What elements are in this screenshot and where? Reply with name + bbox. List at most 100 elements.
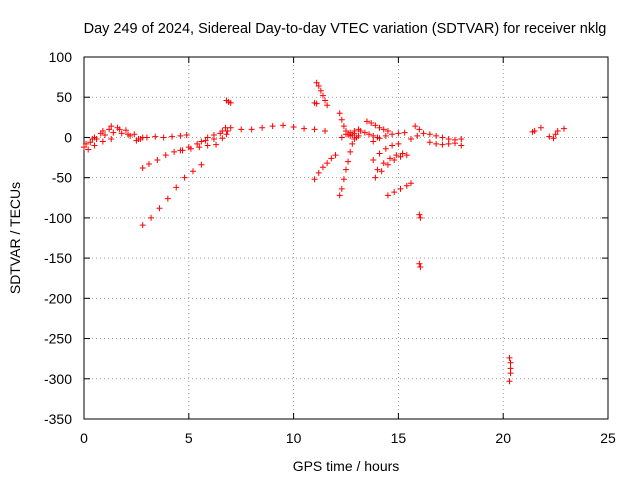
data-point xyxy=(395,140,402,147)
data-point xyxy=(363,118,370,125)
data-point xyxy=(389,142,396,149)
data-point xyxy=(507,370,514,377)
data-point xyxy=(507,359,514,366)
data-point xyxy=(313,79,320,86)
chart-title: Day 249 of 2024, Sidereal Day-to-day VTE… xyxy=(84,21,607,37)
data-point xyxy=(407,136,414,143)
data-point xyxy=(374,166,381,173)
data-point xyxy=(189,168,196,175)
data-point xyxy=(139,165,146,172)
data-point xyxy=(537,124,544,131)
data-point xyxy=(370,132,377,139)
x-tick-label: 10 xyxy=(286,430,302,446)
data-point xyxy=(506,378,513,385)
data-point xyxy=(417,263,424,270)
data-point xyxy=(162,152,169,159)
series-arc-c xyxy=(139,141,220,172)
data-point xyxy=(397,185,404,192)
data-point xyxy=(145,160,152,167)
data-point xyxy=(531,128,538,135)
data-point xyxy=(154,156,161,163)
data-point xyxy=(194,140,201,147)
data-point xyxy=(372,174,379,181)
data-point xyxy=(311,126,318,133)
data-point xyxy=(183,132,190,139)
plot-frame xyxy=(83,56,609,420)
series-arc-o xyxy=(370,140,402,163)
data-point xyxy=(269,123,276,130)
data-point xyxy=(91,134,98,141)
data-point xyxy=(382,145,389,152)
data-point xyxy=(426,131,433,138)
y-tick-label: -200 xyxy=(44,290,72,306)
data-point xyxy=(361,129,368,136)
y-tick-label: 100 xyxy=(49,49,73,65)
data-point xyxy=(546,133,553,140)
data-point xyxy=(213,141,220,148)
data-point xyxy=(380,160,387,167)
data-point xyxy=(196,144,203,151)
data-point xyxy=(198,138,205,145)
y-tick-label: -350 xyxy=(44,411,72,427)
data-point xyxy=(439,134,446,141)
data-point xyxy=(506,354,513,361)
x-axis: 0 5 10 15 20 25 xyxy=(80,430,616,446)
data-point xyxy=(420,130,427,137)
series-arc-b xyxy=(137,132,190,143)
data-point xyxy=(118,130,125,137)
data-point xyxy=(87,139,94,146)
data-point xyxy=(324,102,331,109)
data-point xyxy=(322,128,329,135)
data-point xyxy=(223,131,230,138)
grid xyxy=(84,57,608,419)
data-point xyxy=(116,126,123,133)
y-tick-label: -250 xyxy=(44,331,72,347)
data-point xyxy=(131,131,138,138)
data-point xyxy=(391,189,398,196)
data-point xyxy=(202,137,209,144)
series-arc-r xyxy=(416,211,424,221)
data-point xyxy=(403,182,410,189)
data-point xyxy=(382,132,389,139)
series-arc-q2 xyxy=(426,139,465,149)
data-point xyxy=(391,156,398,163)
data-point xyxy=(387,155,394,162)
data-point xyxy=(181,174,188,181)
data-point xyxy=(416,260,423,267)
data-point xyxy=(101,132,108,139)
data-point xyxy=(403,152,410,159)
data-point xyxy=(204,142,211,149)
data-points xyxy=(81,79,567,385)
data-point xyxy=(83,140,90,147)
data-point xyxy=(416,211,423,218)
data-point xyxy=(160,134,167,141)
series-arc-k2 xyxy=(338,126,362,141)
data-point xyxy=(376,135,383,142)
data-point xyxy=(280,122,287,129)
data-point xyxy=(125,131,132,138)
series-arc-u xyxy=(546,125,567,142)
data-point xyxy=(338,116,345,123)
data-point xyxy=(376,150,383,157)
data-point xyxy=(106,126,113,133)
data-point xyxy=(399,150,406,157)
series-arc-k xyxy=(336,132,362,199)
series-arc-t xyxy=(529,124,544,135)
data-point xyxy=(340,123,347,130)
data-point xyxy=(108,136,115,143)
data-point xyxy=(451,140,458,147)
data-point xyxy=(550,135,557,142)
x-tick-label: 15 xyxy=(391,430,407,446)
series-arc-q xyxy=(407,130,465,143)
data-point xyxy=(85,146,92,153)
data-point xyxy=(315,169,322,176)
data-point xyxy=(222,124,229,131)
data-point xyxy=(301,125,308,132)
data-point xyxy=(290,123,297,130)
data-point xyxy=(224,128,231,135)
series-arc-f xyxy=(219,124,231,135)
data-point xyxy=(393,152,400,159)
series-arc-s xyxy=(506,354,514,385)
data-point xyxy=(219,128,226,135)
data-point xyxy=(366,131,373,138)
